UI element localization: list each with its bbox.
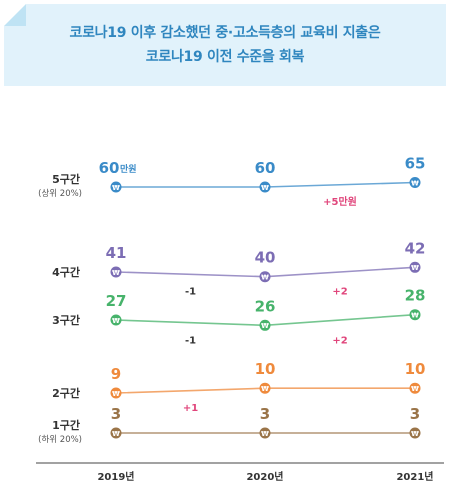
- data-point-marker: [110, 181, 122, 193]
- data-point-marker: [110, 427, 122, 439]
- series-label: 2구간: [52, 386, 80, 400]
- won-icon: ₩: [261, 274, 269, 282]
- won-icon: ₩: [411, 430, 419, 438]
- won-icon: ₩: [112, 430, 120, 438]
- won-icon: ₩: [411, 312, 419, 320]
- change-annotation: +5만원: [323, 195, 357, 208]
- won-icon: ₩: [411, 264, 419, 272]
- won-icon: ₩: [261, 322, 269, 330]
- banner-corner-fold: [4, 4, 26, 26]
- data-point-marker: [409, 309, 421, 321]
- data-label: 42: [405, 239, 426, 257]
- data-label: 27: [106, 292, 127, 310]
- data-label: 10: [405, 360, 426, 378]
- won-icon: ₩: [112, 269, 120, 277]
- chart-title-line-1: 코로나19 이후 감소했던 중·고소득층의 교육비 지출은: [69, 25, 381, 41]
- change-annotation: -1: [185, 287, 196, 298]
- data-point-marker: [259, 271, 271, 283]
- x-tick-label: 2021년: [396, 470, 433, 483]
- won-icon: ₩: [261, 430, 269, 438]
- won-icon: ₩: [261, 184, 269, 192]
- data-label: 28: [405, 287, 426, 305]
- won-icon: ₩: [261, 385, 269, 393]
- won-icon: ₩: [112, 390, 120, 398]
- data-label: 40: [255, 249, 276, 267]
- x-tick-label: 2020년: [246, 470, 283, 483]
- title-banner: [4, 4, 446, 86]
- unit-label: 만원: [120, 163, 137, 175]
- data-point-marker: [110, 387, 122, 399]
- data-point-marker: [409, 427, 421, 439]
- data-label: 3: [111, 405, 121, 423]
- series-label: 3구간: [52, 313, 80, 327]
- change-annotation: +2: [332, 335, 347, 346]
- won-icon: ₩: [112, 317, 120, 325]
- chart-title-line-2: 코로나19 이전 수준을 회복: [145, 49, 305, 65]
- data-point-marker: [259, 181, 271, 193]
- series-label: 5구간: [52, 172, 80, 186]
- data-label: 10: [255, 360, 276, 378]
- data-point-marker: [110, 266, 122, 278]
- change-annotation: -1: [185, 335, 196, 346]
- data-point-marker: [259, 427, 271, 439]
- data-label: 60: [99, 159, 120, 177]
- data-label: 60: [255, 159, 276, 177]
- won-icon: ₩: [411, 385, 419, 393]
- series-label: 1구간: [52, 418, 80, 432]
- series-sublabel: (하위 20%): [38, 434, 82, 445]
- x-tick-label: 2019년: [97, 470, 134, 483]
- change-annotation: +1: [183, 403, 198, 414]
- data-point-marker: [409, 177, 421, 188]
- won-icon: ₩: [112, 184, 120, 192]
- won-icon: ₩: [411, 179, 419, 187]
- data-label: 3: [260, 405, 270, 423]
- data-label: 26: [255, 297, 276, 315]
- data-label: 3: [410, 405, 420, 423]
- data-point-marker: [110, 314, 122, 326]
- data-point-marker: [259, 319, 271, 331]
- series-label: 4구간: [52, 265, 80, 279]
- data-point-marker: [259, 382, 271, 394]
- data-label: 65: [405, 155, 426, 173]
- data-label: 41: [106, 244, 127, 262]
- data-point-marker: [409, 382, 421, 394]
- data-label: 9: [111, 365, 121, 383]
- data-point-marker: [409, 261, 421, 273]
- series-sublabel: (상위 20%): [38, 188, 82, 199]
- change-annotation: +2: [332, 287, 347, 298]
